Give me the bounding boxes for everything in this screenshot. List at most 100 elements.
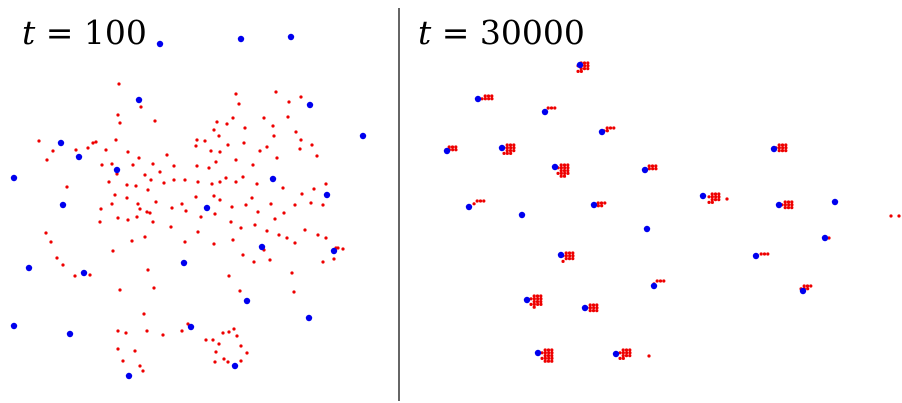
particle-dot <box>143 235 147 239</box>
particle-dot <box>454 148 458 152</box>
particle-dot <box>777 146 781 150</box>
particle-dot <box>146 268 150 272</box>
particle-dot <box>566 163 570 167</box>
particle-dot <box>212 194 216 198</box>
particle-dot <box>621 356 625 360</box>
particle-dot <box>213 360 217 364</box>
particle-dot <box>588 306 592 310</box>
agent-dot <box>641 166 649 174</box>
agent-dot <box>269 175 277 183</box>
particle-dot <box>553 106 557 110</box>
particle-dot <box>483 97 487 101</box>
agent-dot <box>581 304 589 312</box>
particle-dot <box>595 309 599 313</box>
particle-dot <box>454 145 458 149</box>
particle-dot <box>532 300 536 304</box>
particle-dot <box>790 206 794 210</box>
particle-dot <box>586 64 590 68</box>
particle-dot <box>539 294 543 298</box>
particle-dot <box>300 192 304 196</box>
particle-dot <box>559 169 563 173</box>
particle-dot <box>231 116 235 120</box>
particle-dot <box>244 203 248 207</box>
particle-dot <box>170 206 174 210</box>
particle-dot <box>827 236 831 240</box>
particle-dot <box>806 287 810 291</box>
particle-dot <box>647 167 651 171</box>
particle-dot <box>547 351 551 355</box>
agent-dot <box>135 96 143 104</box>
particle-dot <box>292 290 296 294</box>
particle-dot <box>138 364 142 368</box>
particle-dot <box>628 354 632 358</box>
particle-dot <box>158 170 162 174</box>
particle-dot <box>612 126 616 130</box>
particle-dot <box>566 169 570 173</box>
particle-dot <box>212 128 216 132</box>
particle-dot <box>324 236 328 240</box>
particle-dot <box>543 356 547 360</box>
particle-dot <box>268 258 272 262</box>
particle-dot <box>309 201 313 205</box>
particle-dot <box>579 69 583 73</box>
particle-dot <box>51 149 55 153</box>
particle-dot <box>194 195 198 199</box>
particle-dot <box>290 271 294 275</box>
particle-dot <box>535 300 540 304</box>
particle-dot <box>762 252 767 256</box>
particle-dot <box>596 204 600 208</box>
particle-dot <box>49 240 53 244</box>
particle-dot <box>229 220 233 224</box>
particle-dot <box>546 354 551 358</box>
particle-dot <box>287 100 291 104</box>
particle-dot <box>543 348 547 352</box>
particle-dot <box>183 240 187 244</box>
particle-dot <box>239 226 243 230</box>
agent-dot <box>752 252 760 260</box>
agent-dot <box>231 362 239 370</box>
particle-dot <box>299 138 303 142</box>
particle-dot <box>564 254 568 258</box>
particle-dot <box>321 203 325 207</box>
particle-dot <box>618 351 622 355</box>
particle-dot <box>162 181 166 185</box>
particle-dot <box>571 257 575 261</box>
agent-dot <box>10 322 18 330</box>
particle-dot <box>550 348 554 352</box>
particle-dot <box>126 218 130 222</box>
particle-dot <box>576 69 580 73</box>
particle-dot <box>136 202 140 206</box>
left-particles <box>37 82 345 373</box>
particle-dot <box>252 260 256 264</box>
particle-dot <box>647 164 651 168</box>
particle-dot <box>725 197 729 201</box>
particle-dot <box>315 154 319 158</box>
particle-dot <box>258 149 262 153</box>
particle-dot <box>564 257 568 261</box>
particle-dot <box>298 147 302 151</box>
particle-dot <box>303 228 307 232</box>
particle-dot <box>586 67 590 71</box>
particle-dot <box>115 172 119 176</box>
particle-dot <box>118 288 122 292</box>
agent-dot <box>203 204 211 212</box>
particle-dot <box>714 195 718 199</box>
particle-dot <box>138 207 142 211</box>
particle-dot <box>475 199 479 203</box>
particle-dot <box>591 309 596 313</box>
agent-dot <box>474 95 482 103</box>
particle-dot <box>784 149 788 153</box>
particle-dot <box>121 359 125 363</box>
particle-dot <box>547 356 551 360</box>
particle-dot <box>104 148 108 152</box>
particle-dot <box>662 279 666 283</box>
particle-dot <box>568 254 572 258</box>
agent-dot <box>590 201 598 209</box>
particle-dot <box>540 356 544 360</box>
particle-dot <box>165 153 169 157</box>
agent-dot <box>821 234 829 242</box>
particle-dot <box>265 145 269 149</box>
particle-dot <box>196 230 200 234</box>
agent-dot <box>576 61 584 69</box>
particle-dot <box>561 259 565 263</box>
